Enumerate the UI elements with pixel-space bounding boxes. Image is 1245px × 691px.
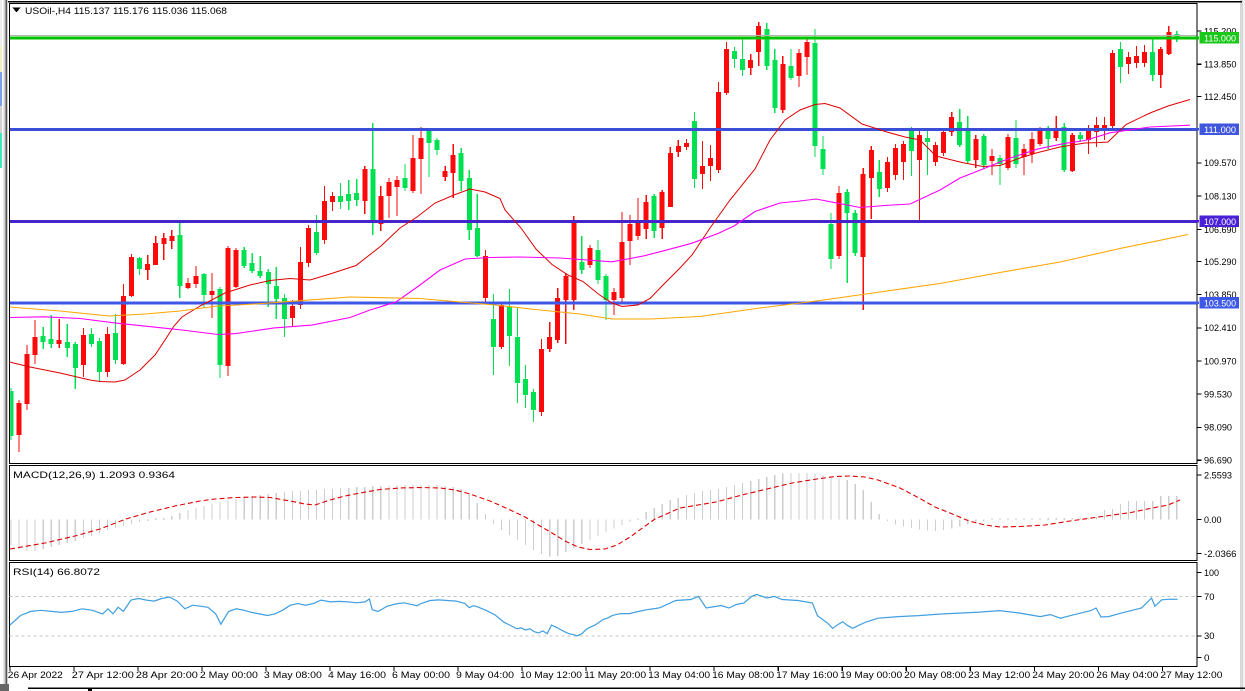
- svg-text:3 May 08:00: 3 May 08:00: [264, 670, 322, 681]
- svg-text:105.290: 105.290: [1204, 257, 1237, 268]
- svg-text:100.970: 100.970: [1204, 356, 1237, 367]
- svg-text:102.410: 102.410: [1204, 323, 1237, 334]
- svg-text:USOil-,H4 115.137 115.176 115: USOil-,H4 115.137 115.176 115.036 115.06…: [25, 6, 227, 17]
- svg-text:115.200: 115.200: [1204, 26, 1237, 37]
- svg-text:99.530: 99.530: [1204, 390, 1232, 401]
- svg-text:10 May 12:00: 10 May 12:00: [520, 670, 582, 681]
- svg-text:111.000: 111.000: [1204, 125, 1236, 136]
- svg-text:MACD(12,26,9) 1.2093 0.9364: MACD(12,26,9) 1.2093 0.9364: [13, 470, 175, 481]
- svg-text:100: 100: [1204, 568, 1219, 579]
- svg-text:19 May 00:00: 19 May 00:00: [840, 670, 902, 681]
- svg-text:20 May 08:00: 20 May 08:00: [904, 670, 966, 681]
- svg-text:112.450: 112.450: [1204, 92, 1237, 103]
- svg-text:108.130: 108.130: [1204, 191, 1237, 202]
- svg-text:27 Apr 12:00: 27 Apr 12:00: [72, 670, 134, 681]
- svg-text:28 Apr 20:00: 28 Apr 20:00: [136, 670, 198, 681]
- svg-text:-2.0366: -2.0366: [1204, 549, 1237, 560]
- svg-text:115.000: 115.000: [1204, 33, 1236, 44]
- svg-text:2 May 00:00: 2 May 00:00: [200, 670, 258, 681]
- svg-text:17 May 16:00: 17 May 16:00: [776, 670, 838, 681]
- svg-text:0.00: 0.00: [1204, 515, 1222, 526]
- svg-text:0: 0: [1204, 653, 1210, 664]
- svg-text:113.850: 113.850: [1204, 60, 1237, 71]
- svg-text:27 May 12:00: 27 May 12:00: [1160, 670, 1222, 681]
- svg-text:103.850: 103.850: [1204, 290, 1237, 301]
- svg-text:103.500: 103.500: [1204, 299, 1236, 310]
- svg-text:24 May 20:00: 24 May 20:00: [1032, 670, 1094, 681]
- svg-text:96.690: 96.690: [1204, 456, 1232, 467]
- svg-text:26 May 04:00: 26 May 04:00: [1096, 670, 1158, 681]
- svg-text:13 May 04:00: 13 May 04:00: [648, 670, 710, 681]
- svg-text:6 May 00:00: 6 May 00:00: [392, 670, 450, 681]
- svg-text:109.570: 109.570: [1204, 158, 1237, 169]
- svg-text:26 Apr 2022: 26 Apr 2022: [8, 670, 63, 681]
- svg-text:106.690: 106.690: [1204, 225, 1237, 236]
- svg-text:16 May 08:00: 16 May 08:00: [712, 670, 774, 681]
- svg-text:98.090: 98.090: [1204, 423, 1232, 434]
- svg-text:RSI(14) 66.8072: RSI(14) 66.8072: [13, 567, 100, 578]
- svg-text:70: 70: [1204, 592, 1215, 603]
- svg-text:9 May 04:00: 9 May 04:00: [456, 670, 514, 681]
- svg-text:2.5593: 2.5593: [1204, 470, 1232, 481]
- svg-text:107.000: 107.000: [1204, 217, 1236, 228]
- svg-text:30: 30: [1204, 631, 1215, 642]
- svg-text:11 May 20:00: 11 May 20:00: [584, 670, 646, 681]
- svg-text:23 May 12:00: 23 May 12:00: [968, 670, 1030, 681]
- svg-text:4 May 16:00: 4 May 16:00: [328, 670, 386, 681]
